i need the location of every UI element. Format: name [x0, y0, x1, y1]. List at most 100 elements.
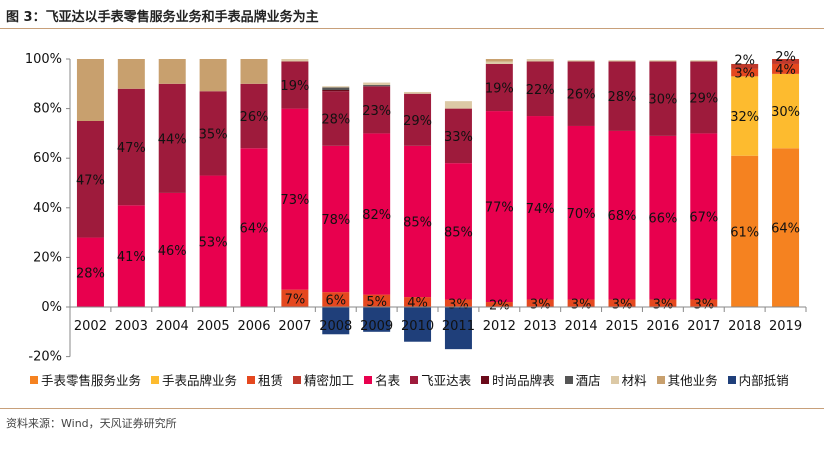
- bar-segment-2009-飞亚达表: [363, 86, 391, 134]
- data-label: 64%: [240, 222, 269, 237]
- bar-segment-2015-名表: [608, 130, 636, 300]
- bar-segment-2016-租赁: [649, 299, 677, 307]
- bar-segment-2002-其他业务: [76, 59, 104, 121]
- data-label: 47%: [76, 173, 105, 188]
- x-tick-label: 2006: [237, 319, 270, 334]
- data-label: 28%: [321, 113, 350, 128]
- bar-segment-2005-名表: [199, 175, 227, 307]
- legend-label: 酒店: [575, 373, 601, 388]
- data-label: 35%: [199, 127, 228, 142]
- data-label: 23%: [362, 104, 391, 119]
- bar-segment-2019-手表零售服务业务: [772, 148, 800, 307]
- x-tick-label: 2003: [115, 319, 148, 334]
- x-tick-label: 2002: [74, 319, 107, 334]
- legend-label: 飞亚达表: [421, 373, 472, 388]
- bar-segment-2014-名表: [567, 125, 595, 300]
- legend-swatch: [410, 375, 419, 384]
- bar-segment-2003-其他业务: [117, 59, 145, 89]
- bar-segment-2006-名表: [240, 148, 268, 307]
- legend-swatch: [610, 375, 619, 384]
- bar-segment-2014-租赁: [567, 299, 595, 307]
- bar-segment-2012-其他业务: [485, 59, 513, 62]
- source-note: 资料来源：Wind，天风证券研究所: [6, 417, 177, 430]
- bar-segment-2011-材料: [444, 101, 472, 109]
- legend-label: 租赁: [258, 373, 284, 388]
- bar-segment-2003-名表: [117, 205, 145, 307]
- bar-segment-2015-租赁: [608, 299, 636, 307]
- legend-item: 名表: [364, 370, 400, 389]
- x-tick-label: 2014: [565, 319, 598, 334]
- bar-segment-2006-其他业务: [240, 59, 268, 84]
- legend-item: 手表零售服务业务: [30, 370, 141, 389]
- x-tick-label: 2005: [197, 319, 230, 334]
- legend-item: 飞亚达表: [410, 370, 471, 389]
- data-label: 19%: [280, 79, 309, 94]
- data-label: 3%: [734, 67, 755, 82]
- data-label: 74%: [526, 202, 555, 217]
- data-label: 41%: [117, 250, 146, 265]
- data-label: 73%: [280, 193, 309, 208]
- bar-segment-2013-飞亚达表: [526, 61, 554, 117]
- y-tick-label: 0%: [41, 300, 62, 315]
- data-label: 82%: [362, 208, 391, 223]
- y-tick-label: 80%: [33, 102, 62, 117]
- bar-segment-2013-材料: [526, 59, 554, 62]
- bar-segment-2007-材料: [281, 59, 309, 62]
- bar-segment-2002-飞亚达表: [76, 121, 104, 238]
- data-label: 22%: [526, 83, 555, 98]
- data-label: 3%: [693, 297, 714, 312]
- data-label: 64%: [771, 222, 800, 237]
- bar-segment-2012-材料: [485, 61, 513, 64]
- legend-swatch: [247, 375, 256, 384]
- bar-segment-2008-飞亚达表: [322, 91, 350, 146]
- bar-segment-2003-飞亚达表: [117, 88, 145, 206]
- legend-item: 材料: [610, 370, 647, 389]
- bar-segment-2011-租赁: [444, 299, 472, 307]
- bar-segment-2017-飞亚达表: [690, 61, 718, 134]
- data-label: 44%: [158, 132, 187, 147]
- bar-segment-2018-租赁: [731, 68, 759, 77]
- x-tick-label: 2008: [319, 319, 352, 334]
- bar-segment-2008-名表: [322, 145, 350, 293]
- x-tick-label: 2004: [156, 319, 189, 334]
- data-label: 61%: [730, 225, 759, 240]
- legend-swatch: [727, 375, 736, 384]
- legend-item: 其他业务: [656, 370, 718, 389]
- bar-segment-2018-手表零售服务业务: [731, 155, 759, 307]
- bar-segment-2010-内部抵销: [404, 307, 432, 342]
- bar-segment-2018-手表品牌业务: [731, 76, 759, 156]
- data-label: 3%: [448, 297, 469, 312]
- x-tick-label: 2018: [728, 319, 761, 334]
- bar-segment-2013-名表: [526, 116, 554, 300]
- legend-item: 租赁: [247, 370, 283, 389]
- data-label: 77%: [485, 201, 514, 216]
- bar-segment-2007-租赁: [281, 289, 309, 307]
- bar-segment-2014-飞亚达表: [567, 61, 595, 126]
- legend-swatch: [481, 375, 490, 384]
- legend-item: 手表品牌业务: [151, 370, 237, 389]
- legend-swatch: [364, 375, 373, 384]
- bar-segment-2009-租赁: [363, 294, 391, 307]
- bar-segment-2006-飞亚达表: [240, 83, 268, 149]
- legend-label: 材料: [621, 373, 647, 388]
- data-label: 70%: [567, 207, 596, 222]
- chart-legend: 手表零售服务业务 手表品牌业务 租赁 精密加工 名表 飞亚达表 时尚品牌表 酒店 材料 其他业务 内…: [30, 370, 789, 389]
- data-label: 26%: [240, 110, 269, 125]
- bar-segment-2010-名表: [404, 145, 432, 298]
- bar-segment-2005-其他业务: [199, 59, 227, 92]
- bar-segment-2008-材料: [322, 86, 350, 88]
- x-tick-label: 2011: [442, 319, 475, 334]
- bar-segment-2016-名表: [649, 135, 677, 300]
- x-tick-label: 2019: [769, 319, 802, 334]
- legend-label: 其他业务: [667, 373, 718, 388]
- legend-label: 时尚品牌表: [492, 373, 555, 388]
- bar-segment-2012-飞亚达表: [485, 63, 513, 112]
- bar-segment-2008-内部抵销: [322, 307, 350, 335]
- bar-segment-2016-飞亚达表: [649, 61, 677, 136]
- bar-segment-2011-名表: [444, 163, 472, 300]
- bar-segment-2009-名表: [363, 133, 391, 295]
- data-label: 53%: [199, 235, 228, 250]
- x-tick-label: 2016: [646, 319, 679, 334]
- data-label: 32%: [730, 110, 759, 125]
- legend-item: 时尚品牌表: [481, 370, 555, 389]
